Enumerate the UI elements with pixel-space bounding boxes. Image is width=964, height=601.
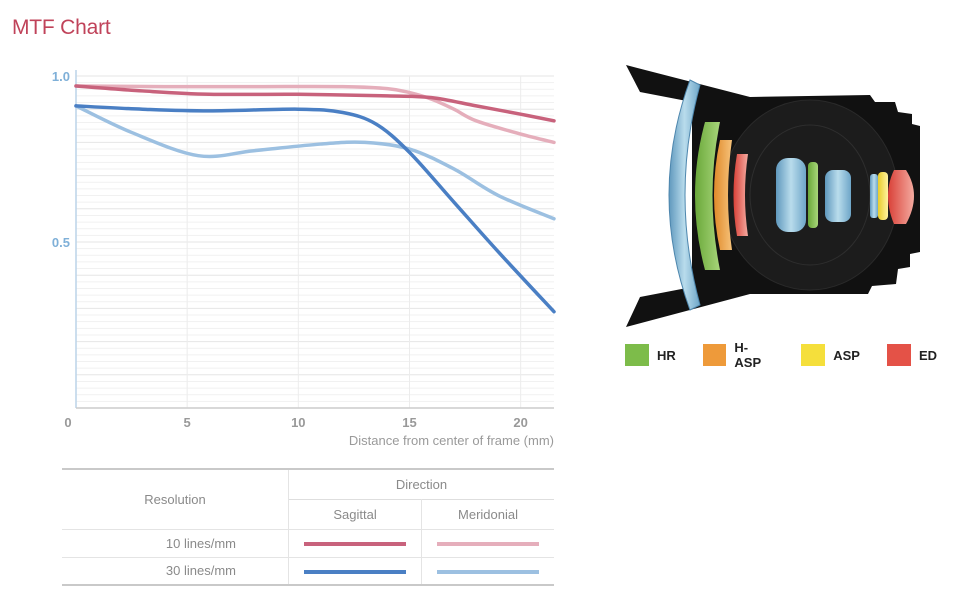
ed-element-rear (888, 170, 914, 224)
resolution-label: 30 lines/mm (62, 557, 289, 585)
meridonial-header: Meridonial (458, 506, 519, 522)
legend-swatch-asp (801, 344, 826, 366)
legend-item-ed: ED (886, 340, 937, 370)
legend-item-h-asp: H-ASP (702, 340, 774, 370)
line-swatch-10-meridonial (437, 542, 540, 547)
series-line-30-lines-mm-sagittal (74, 104, 556, 314)
ed-element-front (733, 154, 748, 236)
chart-ticks: 0 5 10 15 20 1.0 0.5 (52, 69, 528, 430)
x-tick-label: 0 (64, 415, 71, 430)
lens-element-legend: HR H-ASP ASP ED (625, 340, 964, 370)
x-tick-label: 10 (291, 415, 305, 430)
h-asp-element (714, 140, 732, 250)
legend-label-ed: ED (918, 347, 937, 363)
line-swatch-10-sagittal (304, 542, 407, 547)
chart-axes (75, 70, 554, 409)
x-tick-label: 20 (513, 415, 527, 430)
asp-element (878, 172, 888, 220)
table-row: 30 lines/mm (62, 557, 554, 585)
direction-header: Direction (288, 468, 554, 499)
series-line-10-lines-mm-meridonial (74, 84, 556, 145)
legend-item-asp: ASP (801, 340, 860, 370)
middle-lens-b (825, 170, 851, 222)
x-axis-title: Distance from center of frame (mm) (349, 433, 554, 448)
legend-label-h-asp: H-ASP (734, 340, 762, 370)
y-tick-label: 1.0 (52, 69, 70, 84)
hr-element-middle (808, 162, 818, 228)
legend-swatch-ed (886, 344, 911, 366)
sagittal-header: Sagittal (288, 499, 423, 529)
chart-grid (76, 75, 554, 408)
mtf-chart: 0 5 10 15 20 1.0 0.5 Distance from center of f… (52, 69, 556, 448)
table-row: 10 lines/mm (62, 529, 554, 557)
series-line-30-lines-mm-meridonial (74, 104, 556, 221)
legend-item-hr: HR (625, 340, 676, 370)
resolution-header: Resolution (62, 468, 289, 529)
front-element (668, 79, 701, 311)
legend-label-hr: HR (657, 347, 676, 363)
lens-cross-section-diagram (626, 65, 920, 327)
y-tick-label: 0.5 (52, 235, 70, 250)
hr-element (695, 122, 720, 270)
chart-series (74, 84, 556, 314)
line-swatch-30-sagittal (304, 569, 407, 574)
x-tick-label: 5 (184, 415, 191, 430)
series-line-10-lines-mm-sagittal (74, 84, 556, 123)
resolution-label: 10 lines/mm (62, 529, 289, 557)
legend-swatch-h-asp (702, 344, 727, 366)
legend-label-asp: ASP (833, 347, 860, 363)
x-tick-label: 15 (402, 415, 416, 430)
rear-lens-a (870, 174, 878, 218)
page-title: MTF Chart (12, 16, 111, 39)
legend-table: Resolution Direction Sagittal Meridonial… (62, 468, 554, 586)
line-swatch-30-meridonial (437, 569, 540, 574)
legend-swatch-hr (625, 344, 649, 366)
middle-lens-a (776, 158, 806, 232)
